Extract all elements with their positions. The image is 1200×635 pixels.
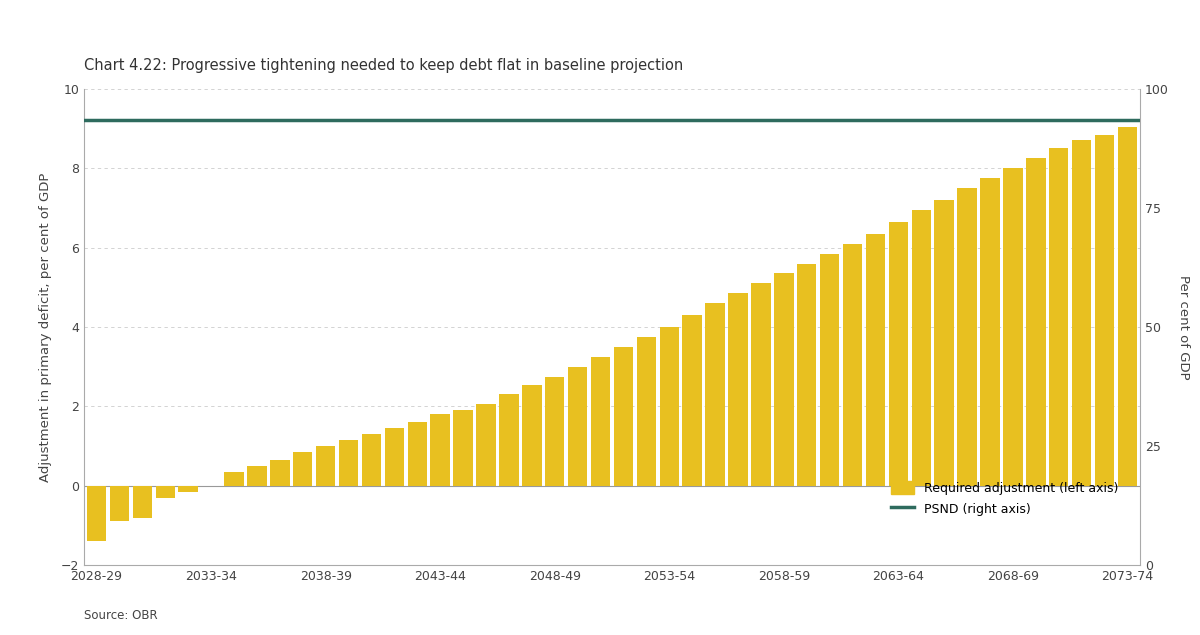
Bar (590, 357, 611, 486)
Bar (361, 434, 382, 486)
Bar (338, 440, 359, 486)
Bar (568, 366, 587, 486)
Bar (751, 283, 770, 486)
Bar (133, 486, 152, 518)
Bar (613, 347, 634, 486)
Bar (499, 394, 518, 486)
Bar (431, 415, 450, 486)
Bar (935, 200, 954, 486)
Bar (842, 244, 863, 486)
Bar (820, 253, 839, 486)
Bar (454, 410, 473, 486)
Bar (156, 486, 175, 498)
Bar (774, 274, 793, 486)
Bar (958, 188, 977, 486)
Bar (293, 452, 312, 486)
Bar (797, 264, 816, 486)
Bar (316, 446, 336, 486)
Bar (408, 422, 427, 486)
Bar (476, 404, 496, 486)
Bar (637, 337, 656, 486)
Bar (224, 472, 244, 486)
Bar (660, 327, 679, 486)
Y-axis label: Adjustment in primary deficit, per cent of GDP: Adjustment in primary deficit, per cent … (40, 172, 53, 482)
Bar (1003, 168, 1022, 486)
Bar (270, 460, 289, 486)
Bar (706, 303, 725, 486)
Bar (1026, 158, 1045, 486)
Bar (385, 428, 404, 486)
Bar (728, 293, 748, 486)
Bar (179, 486, 198, 491)
Legend: Required adjustment (left axis), PSND (right axis): Required adjustment (left axis), PSND (r… (887, 476, 1123, 521)
Bar (1094, 135, 1115, 486)
Bar (865, 234, 886, 486)
Bar (545, 377, 564, 486)
Bar (912, 210, 931, 486)
Bar (1049, 149, 1068, 486)
Bar (109, 486, 130, 521)
Bar (247, 466, 266, 486)
Bar (980, 178, 1000, 486)
Bar (683, 315, 702, 486)
Text: Source: OBR: Source: OBR (84, 610, 157, 622)
Bar (888, 222, 908, 486)
Bar (522, 385, 541, 486)
Text: Chart 4.22: Progressive tightening needed to keep debt flat in baseline projecti: Chart 4.22: Progressive tightening neede… (84, 58, 683, 73)
Y-axis label: Per cent of GDP: Per cent of GDP (1176, 275, 1189, 379)
Bar (1072, 140, 1091, 486)
Bar (86, 486, 107, 541)
Bar (1117, 126, 1138, 486)
